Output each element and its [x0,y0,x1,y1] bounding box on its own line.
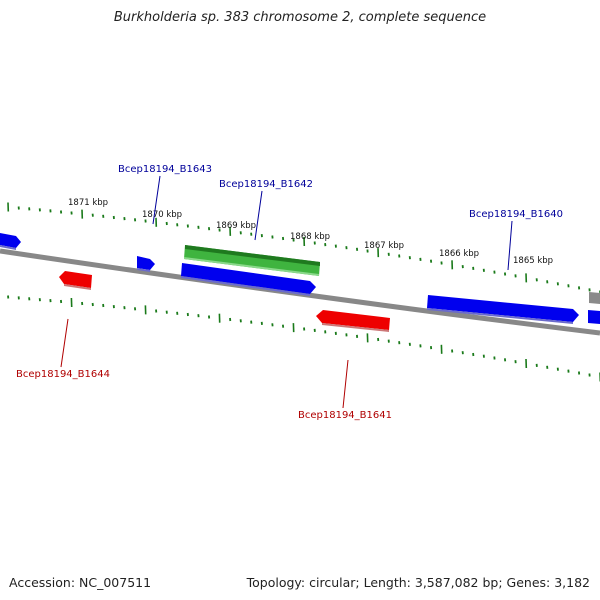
accession-text: Accession: NC_007511 [9,575,152,590]
gene-B1642-selected[interactable] [184,245,320,276]
gene-label-B1641[interactable]: Bcep18194_B1641 [298,410,392,421]
gene-B1639-partial[interactable] [588,292,600,324]
gene-label-B1642[interactable]: Bcep18194_B1642 [219,179,313,190]
forward-genes [0,233,600,324]
reverse-genes [59,271,390,332]
tick-labels: 1871 kbp 1870 kbp 1869 kbp 1868 kbp 1867… [68,198,553,266]
gene-label-B1643[interactable]: Bcep18194_B1643 [118,164,212,175]
gene-B1640[interactable] [427,295,579,324]
tick-label-1866: 1866 kbp [439,249,479,259]
chromosome-backbone [0,248,600,336]
gene-label-B1644[interactable]: Bcep18194_B1644 [16,369,110,380]
gene-label-B1640[interactable]: Bcep18194_B1640 [469,209,563,220]
outer-tick-track [7,202,600,294]
gene-B1645-partial[interactable] [0,233,21,250]
tick-label-1869: 1869 kbp [216,221,256,231]
gene-B1644[interactable] [59,271,92,290]
tick-label-1870: 1870 kbp [142,210,182,220]
gene-labels: Bcep18194_B1643 Bcep18194_B1642 Bcep1819… [16,164,563,421]
tick-label-1868: 1868 kbp [290,232,330,242]
map-title: Burkholderia sp. 383 chromosome 2, compl… [113,10,487,25]
gene-B1642-forward-segment[interactable] [181,263,316,296]
tick-label-1871: 1871 kbp [68,198,108,208]
tick-label-1865: 1865 kbp [513,256,553,266]
tick-label-1867: 1867 kbp [364,241,404,251]
gene-B1641[interactable] [316,310,390,332]
gene-label-leaders [60,175,513,409]
gene-B1643[interactable] [137,256,155,272]
inner-tick-track [7,295,600,382]
topology-summary: Topology: circular; Length: 3,587,082 bp… [246,575,590,590]
